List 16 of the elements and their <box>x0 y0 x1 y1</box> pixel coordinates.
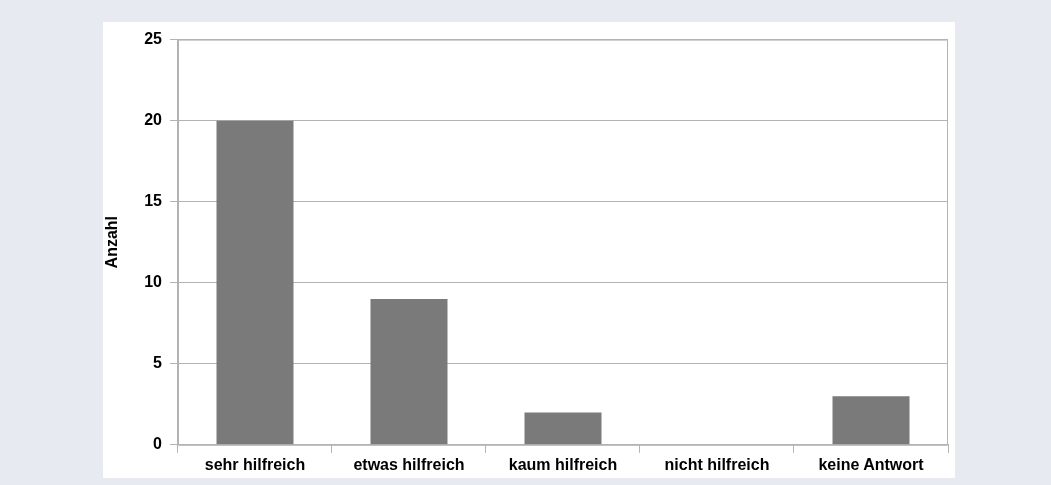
bar <box>216 120 294 445</box>
x-tick-label: nicht hilfreich <box>664 455 770 473</box>
y-axis-title: Anzahl <box>103 215 121 269</box>
y-tick-label: 15 <box>144 192 163 210</box>
y-tick-label: 20 <box>144 111 163 129</box>
y-tick-label: 25 <box>144 30 163 48</box>
x-tick-label: etwas hilfreich <box>353 455 465 473</box>
y-tick-label: 5 <box>153 354 163 372</box>
x-tick-label: kaum hilfreich <box>508 455 618 473</box>
y-tick-label: 10 <box>144 273 163 291</box>
x-tick-label: sehr hilfreich <box>204 455 306 473</box>
y-tick-label: 0 <box>153 435 163 453</box>
x-tick-label: keine Antwort <box>818 455 925 473</box>
bar <box>832 396 910 445</box>
bar <box>370 298 448 445</box>
bar <box>524 412 602 445</box>
